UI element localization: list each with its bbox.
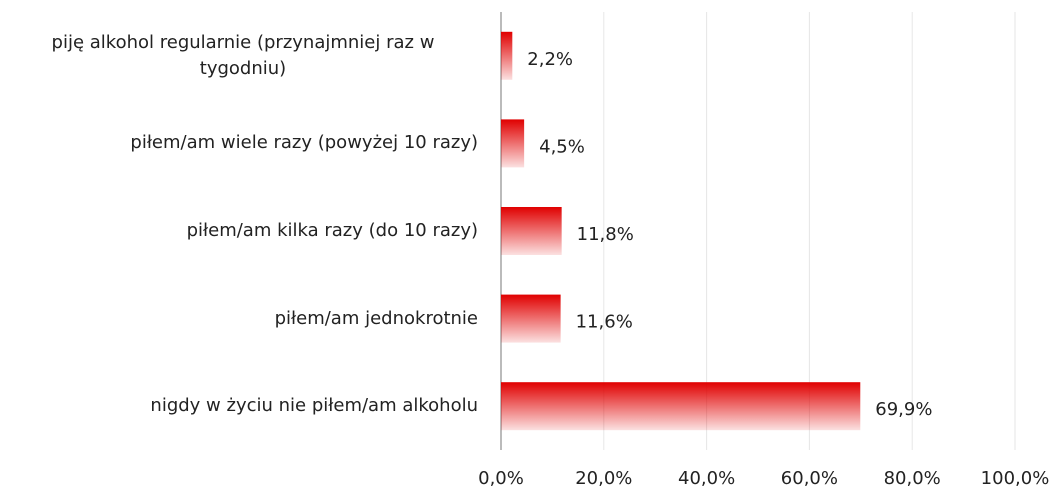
category-label: piłem/am jednokrotnie — [0, 275, 478, 363]
x-tick-label: 20,0% — [575, 468, 632, 489]
x-tick-label: 40,0% — [678, 468, 735, 489]
value-label: 11,8% — [577, 224, 634, 245]
category-label: nigdy w życiu nie piłem/am alkoholu — [0, 362, 478, 450]
category-text: piłem/am jednokrotnie — [274, 307, 478, 329]
category-text: piłem/am kilka razy (do 10 razy) — [186, 219, 478, 241]
category-label: piłem/am kilka razy (do 10 razy) — [0, 187, 478, 275]
category-label: piję alkohol regularnie (przynajmniej ra… — [0, 12, 478, 100]
x-tick-label: 80,0% — [884, 468, 941, 489]
x-tick-label: 60,0% — [781, 468, 838, 489]
bar — [501, 382, 861, 431]
value-label: 4,5% — [539, 136, 585, 157]
value-label: 2,2% — [527, 49, 573, 70]
category-text: nigdy w życiu nie piłem/am alkoholu — [150, 395, 478, 417]
value-label: 11,6% — [576, 312, 633, 333]
bar — [501, 207, 562, 255]
category-text: piję alkohol regularnie (przynajmniej ra… — [51, 31, 435, 79]
bar — [501, 119, 525, 168]
x-tick-label: 0,0% — [478, 468, 524, 489]
bar — [501, 294, 561, 343]
category-label: piłem/am wiele razy (powyżej 10 razy) — [0, 100, 478, 188]
bar — [501, 31, 513, 80]
category-text: piłem/am wiele razy (powyżej 10 razy) — [130, 132, 478, 154]
value-label: 69,9% — [875, 399, 932, 420]
x-tick-label: 100,0% — [981, 468, 1050, 489]
